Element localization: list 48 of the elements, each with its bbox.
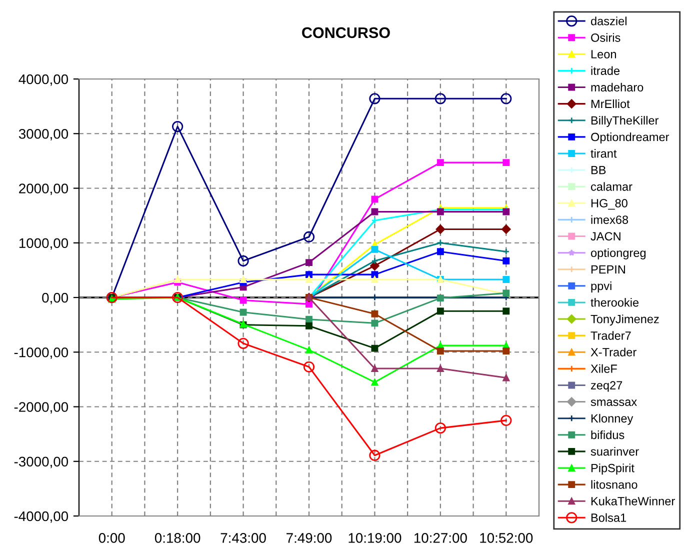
legend-label: Bolsa1 xyxy=(591,513,626,522)
y-tick-label: 2000,00 xyxy=(19,184,68,196)
legend-label: Osiris xyxy=(591,33,620,42)
x-tick-label: 10:19:00 xyxy=(348,533,402,543)
x-tick-label: 10:27:00 xyxy=(414,533,467,543)
legend-label: zeq27 xyxy=(590,381,622,392)
legend-label: TonyJimenez xyxy=(590,314,659,326)
legend-label: KukaTheWinner xyxy=(591,496,675,506)
legend-label: PEPIN xyxy=(591,265,625,274)
x-tick-label: 7:49:00 xyxy=(286,533,332,543)
legend-label: tirant xyxy=(590,149,617,158)
x-tick-label: 10:52:00 xyxy=(480,533,533,543)
y-tick-label: 3000,00 xyxy=(18,128,68,140)
legend-label: HG_80 xyxy=(591,199,628,210)
legend-label: Trader7 xyxy=(590,331,631,340)
legend-label: XileF xyxy=(590,364,617,373)
legend-label: ppvi xyxy=(591,281,612,292)
x-tick-label: 0:00 xyxy=(98,533,125,543)
y-tick-label: 4000,00 xyxy=(18,74,68,86)
legend-label: X-Trader xyxy=(590,348,636,356)
legend-label: bifidus xyxy=(591,430,624,440)
y-tick-label: -3000,00 xyxy=(14,456,68,468)
y-tick-label: -1000,00 xyxy=(14,347,68,359)
legend-label: optiongreg xyxy=(590,248,646,260)
x-tick-label: 0:18:00 xyxy=(154,533,200,543)
legend-label: itrade xyxy=(591,66,620,75)
legend-label: calamar xyxy=(591,182,632,191)
legend-label: smassax xyxy=(590,400,637,406)
y-tick-label: -4000,00 xyxy=(14,511,68,523)
legend-label: imex68 xyxy=(591,215,628,224)
legend-label: madeharo xyxy=(591,82,644,92)
legend-label: suarinver xyxy=(590,447,639,456)
x-tick-label: 7:43:00 xyxy=(220,533,266,543)
legend-label: Optiondreamer xyxy=(591,132,670,144)
y-tick-label: 1000,00 xyxy=(19,238,68,250)
legend-label: Leon xyxy=(591,50,616,58)
legend-label: dasziel xyxy=(590,16,626,26)
legend-label: BB xyxy=(591,166,606,174)
y-tick-label: 0,00 xyxy=(42,292,68,304)
legend-label: BillyTheKiller xyxy=(591,116,659,127)
legend-label: MrElliot xyxy=(591,99,630,108)
legend-label: Klonney xyxy=(591,414,634,425)
legend-label: therookie xyxy=(590,298,639,307)
y-tick-label: -2000,00 xyxy=(14,402,68,414)
legend-label: JACN xyxy=(590,232,620,240)
legend-label: PipSpirit xyxy=(591,464,634,475)
legend-label: litosnano xyxy=(591,480,638,489)
chart-title: CONCURSO xyxy=(302,27,390,38)
